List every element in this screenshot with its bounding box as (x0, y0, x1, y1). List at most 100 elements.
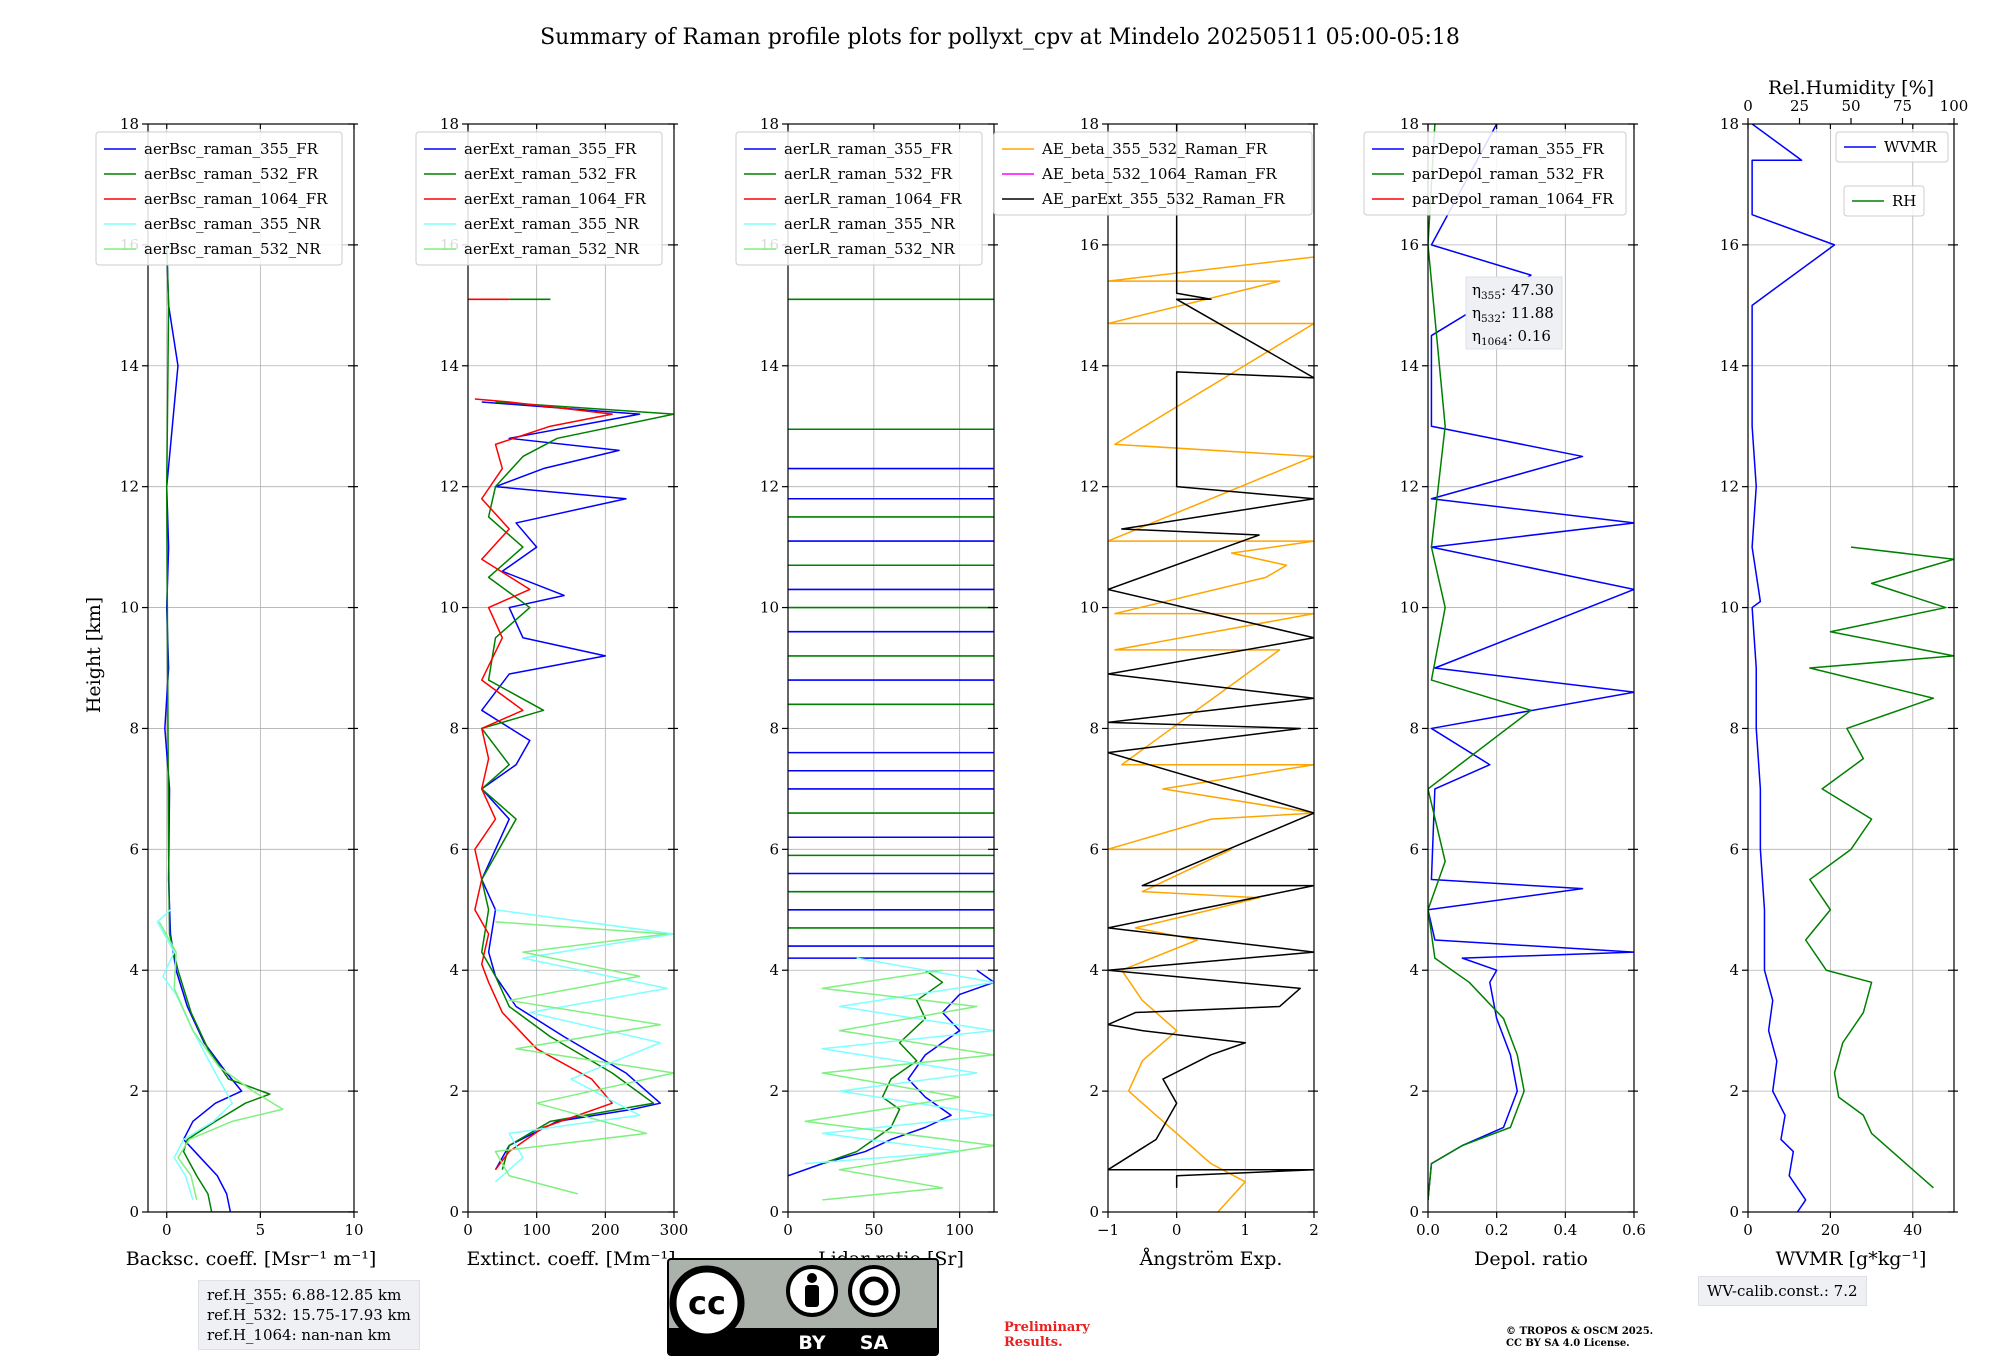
legend-label: RH (1892, 192, 1916, 210)
reference-heights-box: ref.H_355: 6.88-12.85 km ref.H_532: 15.7… (198, 1280, 420, 1350)
x-tick-label: 50 (864, 1221, 883, 1239)
profile-line-AE_parExt_355_532_Raman_FR (1108, 124, 1314, 1188)
profile-line-aerExt_raman_1064_FR (474, 398, 613, 1171)
y-tick-label: 14 (760, 357, 779, 375)
legend-label-AE_beta_355_532_Raman_FR: AE_beta_355_532_Raman_FR (1041, 140, 1268, 158)
y-tick-label: 0 (1089, 1203, 1099, 1221)
y-tick-label: 14 (440, 357, 459, 375)
panel-frame (1747, 123, 1955, 1213)
x-tick-label: 100 (945, 1221, 974, 1239)
x-tick-label: 300 (660, 1221, 689, 1239)
ref-height-355: ref.H_355: 6.88-12.85 km (207, 1286, 402, 1304)
x-tick-label: 2 (1309, 1221, 1319, 1239)
y-tick-label: 12 (440, 478, 459, 496)
y-tick-label: 12 (1720, 478, 1739, 496)
y-tick-label: 10 (440, 599, 459, 617)
legend: aerBsc_raman_355_FR aerBsc_raman_532_FRae… (95, 131, 343, 266)
y-tick-label: 4 (1729, 961, 1739, 979)
top-x-tick-label: 0 (1743, 97, 1753, 115)
x-tick-label: 0 (1743, 1221, 1753, 1239)
panel-wv: 0 20 40 0 2 4 6 8 10 12 14 16 18 WVMR [g*kg⁻¹] 0 25 50 75… (1720, 77, 1968, 1270)
panel-frame (787, 123, 995, 1213)
eta-value: η1064: 0.16 (1472, 327, 1551, 348)
panel-data (788, 298, 994, 1201)
copyright-line-2: CC BY SA 4.0 License. (1506, 1338, 1630, 1349)
y-tick-label: 18 (1080, 115, 1099, 133)
y-tick-label: 8 (769, 719, 779, 737)
y-tick-label: 12 (1400, 478, 1419, 496)
top-x-tick-label: 100 (1940, 97, 1969, 115)
profile-line-parDepol_raman_355_FR (1428, 124, 1634, 1200)
profile-line-RH (1804, 546, 1954, 1189)
profile-line-aerLR_raman_532_NR (804, 969, 994, 1201)
cc-license-badge: cc BY SA (667, 1258, 939, 1356)
legend: parDepol_raman_355_FR parDepol_raman_532_… (1363, 131, 1627, 216)
preliminary-line-1: Preliminary (1004, 1320, 1090, 1335)
y-tick-label: 4 (769, 961, 779, 979)
profile-line-aerLR_raman_355_FR (788, 969, 994, 1177)
top-x-tick-label: 75 (1893, 97, 1912, 115)
profile-line-aerExt_raman_355_NR (494, 909, 674, 1183)
y-tick-label: 2 (1089, 1082, 1099, 1100)
y-tick-label: 12 (1080, 478, 1099, 496)
x-tick-label: 0.0 (1416, 1221, 1440, 1239)
legend-box (735, 131, 983, 266)
profile-line-aerBsc_raman_355_NR (156, 909, 234, 1201)
y-tick-label: 2 (1409, 1082, 1419, 1100)
panel-frame (147, 123, 355, 1213)
y-tick-label: 18 (1720, 115, 1739, 133)
ref-height-532: ref.H_532: 15.75-17.93 km (207, 1306, 411, 1324)
legend-label-aerExt_raman_355_FR: aerExt_raman_355_FR (464, 140, 637, 158)
y-tick-label: 10 (1720, 599, 1739, 617)
legend-label-aerLR_raman_1064_FR: aerLR_raman_1064_FR (784, 190, 962, 208)
legend-label-AE_beta_532_1064_Raman_FR: AE_beta_532_1064_Raman_FR (1041, 165, 1277, 183)
eta-box (1465, 276, 1563, 350)
y-tick-label: 0 (1409, 1203, 1419, 1221)
y-tick-label: 10 (120, 599, 139, 617)
x-tick-label: 0 (1172, 1221, 1182, 1239)
y-tick-label: 8 (1729, 719, 1739, 737)
sa-share-icon (848, 1265, 900, 1317)
preliminary-notice: Preliminary Results. (1004, 1320, 1090, 1350)
top-x-tick-label: 25 (1790, 97, 1809, 115)
y-tick-label: 18 (440, 115, 459, 133)
sa-label: SA (860, 1332, 889, 1354)
profile-line-aerExt_raman_532_NR (494, 921, 674, 1195)
x-tick-label: 0.2 (1485, 1221, 1509, 1239)
eta-value: η532: 11.88 (1472, 304, 1554, 325)
y-tick-label: 4 (1089, 961, 1099, 979)
y-tick-label: 6 (129, 840, 139, 858)
legend-label-aerLR_raman_355_FR: aerLR_raman_355_FR (784, 140, 953, 158)
x-axis-label: WVMR [g*kg⁻¹] (1776, 1248, 1927, 1270)
y-tick-label: 10 (1080, 599, 1099, 617)
legend-label-AE_parExt_355_532_Raman_FR: AE_parExt_355_532_Raman_FR (1041, 190, 1286, 208)
profile-line-AE_beta_355_532_Raman_FR (1108, 256, 1314, 1212)
top-axis-label: Rel.Humidity [%] (1768, 77, 1934, 99)
panel-data (468, 298, 674, 1195)
x-tick-label: 0.4 (1553, 1221, 1577, 1239)
copyright-line-1: © TROPOS & OSCM 2025. (1506, 1326, 1654, 1337)
x-axis-label: Ångström Exp. (1139, 1248, 1283, 1270)
y-tick-label: 18 (1400, 115, 1419, 133)
cc-icon (669, 1265, 745, 1341)
x-tick-label: 0 (162, 1221, 172, 1239)
preliminary-line-2: Results. (1004, 1335, 1063, 1350)
x-tick-label: 40 (1903, 1221, 1922, 1239)
panel-ext: 0100200300024681012141618Extinct. coeff.… (415, 115, 689, 1270)
legend-WVMR: WVMR (1835, 131, 1949, 163)
legend-RH: RH (1843, 185, 1925, 217)
profile-line-aerLR_raman_355_NR (805, 957, 994, 1165)
profile-line-WVMR (1751, 124, 1836, 1212)
legend-label-aerExt_raman_532_NR: aerExt_raman_532_NR (464, 240, 640, 258)
x-tick-label: 0 (463, 1221, 473, 1239)
legend-label-aerExt_raman_532_FR: aerExt_raman_532_FR (464, 165, 637, 183)
eta-value: η355: 47.30 (1472, 281, 1554, 302)
y-tick-label: 12 (120, 478, 139, 496)
panel-frame (1427, 123, 1635, 1213)
y-tick-label: 10 (760, 599, 779, 617)
legend-label-aerBsc_raman_532_FR: aerBsc_raman_532_FR (144, 165, 319, 183)
x-tick-label: 1 (1241, 1221, 1251, 1239)
legend-box (1363, 131, 1627, 216)
